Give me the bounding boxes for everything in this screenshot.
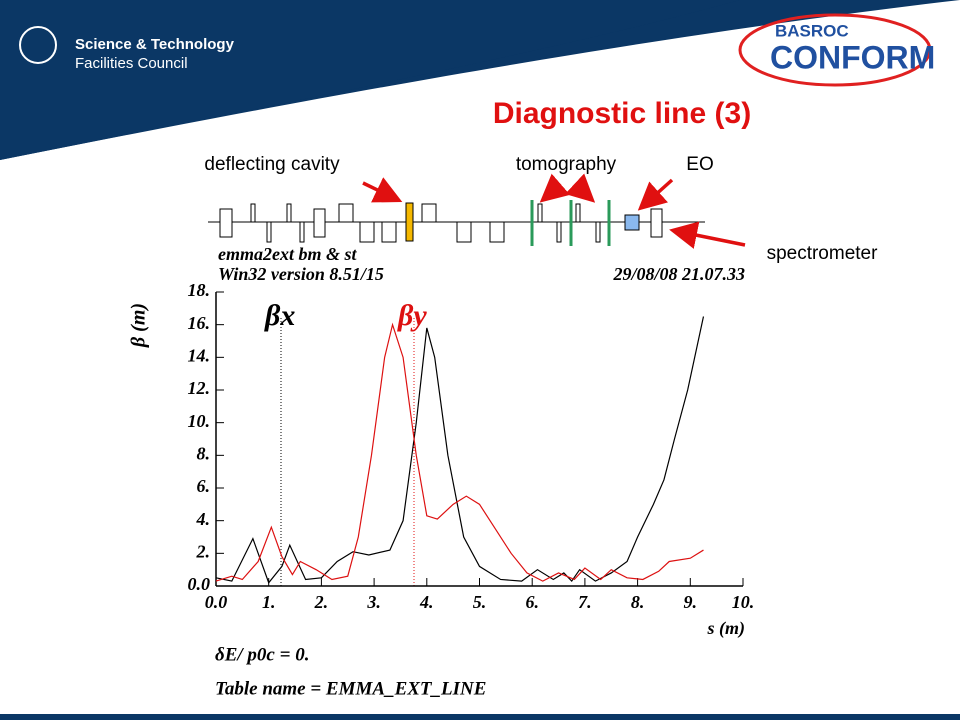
- x-tick-label: 4.: [419, 592, 434, 612]
- lattice-label: spectrometer: [767, 243, 879, 264]
- lattice-label: tomography: [516, 154, 617, 175]
- slide-title: Diagnostic line (3): [493, 97, 751, 130]
- x-tick-label: 3.: [366, 592, 381, 612]
- series-label: βy: [397, 299, 427, 332]
- logo-text: Science & Technology: [75, 36, 235, 53]
- x-tick-label: 5.: [473, 592, 487, 612]
- logo-text: CONFORM: [770, 39, 935, 75]
- footer-text: Table name = EMMA_EXT_LINE: [215, 678, 486, 699]
- chart-header: 29/08/08 21.07.33: [612, 264, 745, 284]
- footer-band: [0, 714, 960, 720]
- y-tick-label: 2.: [196, 541, 211, 561]
- lattice: [208, 202, 705, 243]
- y-tick-label: 18.: [188, 280, 211, 300]
- series-line: [215, 322, 704, 582]
- y-tick-label: 4.: [196, 509, 211, 529]
- series-line: [215, 316, 705, 584]
- logo-mark: [19, 26, 57, 64]
- lattice-label: EO: [686, 154, 713, 175]
- tomography-screens: [530, 200, 611, 246]
- y-axis-label: β (m): [128, 303, 150, 348]
- y-tick-label: 14.: [188, 345, 211, 365]
- logo-ring: [738, 13, 932, 87]
- header-band-fill: [0, 0, 740, 160]
- y-tick-label: 12.: [188, 378, 211, 398]
- footer-text: δE/ p0c = 0.: [215, 644, 309, 665]
- chart-header: emma2ext bm & st: [218, 244, 357, 264]
- x-tick-label: 1.: [262, 592, 276, 612]
- x-tick-label: 0.0: [205, 592, 228, 612]
- y-tick-label: 8.: [197, 443, 211, 463]
- x-tick-label: 9.: [684, 592, 698, 612]
- x-tick-label: 8.: [631, 592, 645, 612]
- lattice-label: deflecting cavity: [204, 154, 340, 175]
- x-tick-label: 7.: [578, 592, 592, 612]
- chart-header: Win32 version 8.51/15: [218, 264, 384, 284]
- x-tick-label: 10.: [732, 592, 755, 612]
- arrows: [362, 173, 746, 249]
- y-tick-label: 0.0: [188, 574, 211, 594]
- x-axis-label: s (m): [707, 618, 746, 639]
- y-tick-label: 10.: [188, 411, 211, 431]
- series-label: βx: [264, 299, 295, 332]
- x-tick-label: 2.: [314, 592, 329, 612]
- logo-text: Facilities Council: [75, 55, 188, 72]
- logo-text: BASROC: [775, 21, 849, 40]
- x-tick-label: 6.: [525, 592, 539, 612]
- y-tick-label: 6.: [197, 476, 211, 496]
- y-tick-label: 16.: [188, 313, 211, 333]
